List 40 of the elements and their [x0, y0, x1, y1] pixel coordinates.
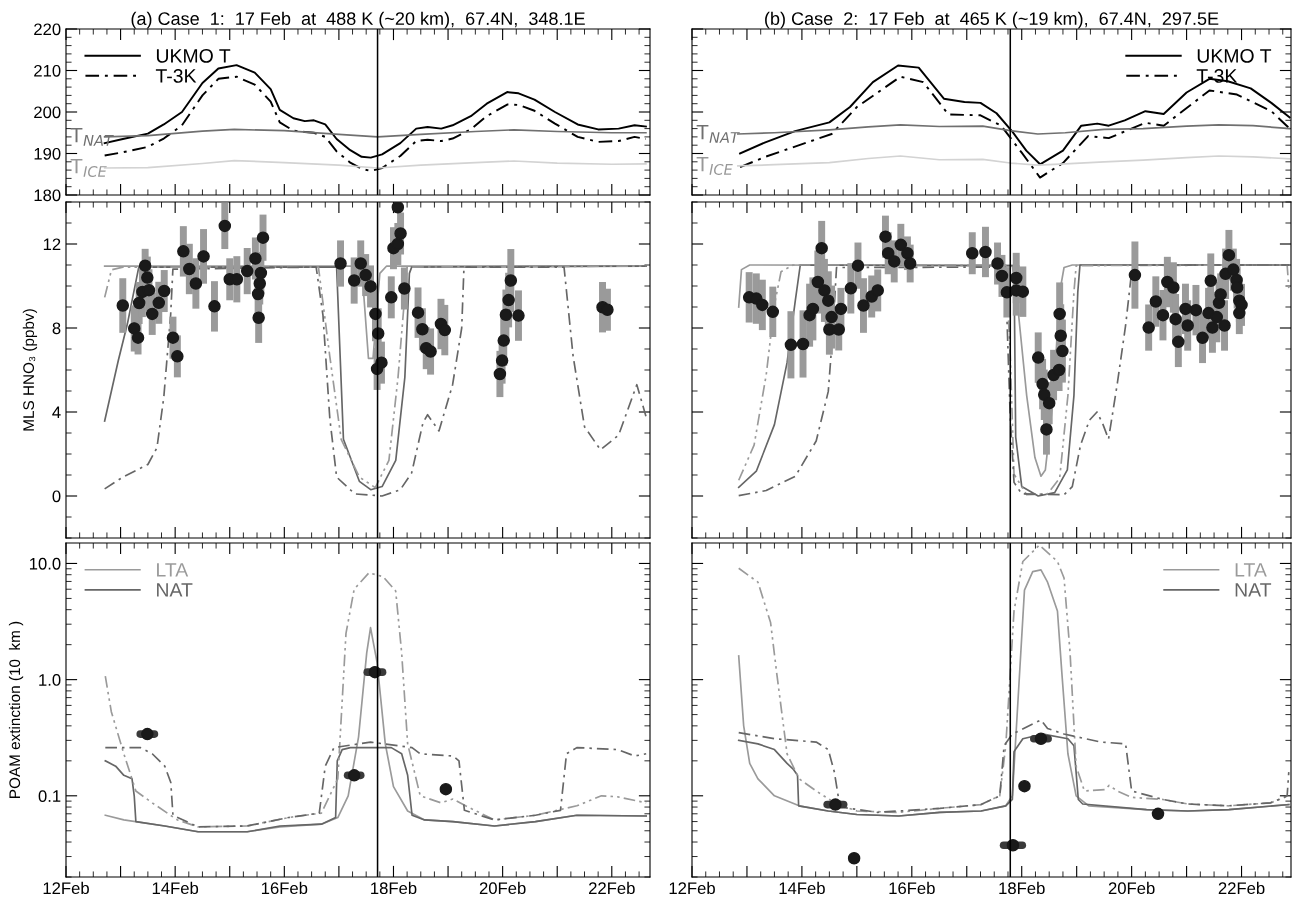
- legend-label: T-3K: [1196, 69, 1238, 83]
- x-tick-label: 20Feb: [1108, 881, 1155, 895]
- legend-label: NAT: [157, 583, 193, 597]
- legend-label: T-3K: [155, 69, 197, 83]
- x-tick-label: 18Feb: [999, 881, 1045, 895]
- y-tick-label: 4: [52, 406, 61, 419]
- legend-label: NAT: [1235, 583, 1272, 597]
- y-tick-label: 0.1: [38, 790, 61, 802]
- chart-title: (b) Case 2: 17 Feb at 465 K (~19 km), 67.4N, 297.5E: [765, 11, 1219, 29]
- legend-label: LTA: [157, 563, 189, 577]
- x-tick-label: 22Feb: [589, 881, 635, 895]
- x-tick-label: 12Feb: [43, 881, 89, 895]
- x-tick-label: 16Feb: [261, 881, 308, 895]
- y-tick-label: 1.0: [39, 674, 61, 686]
- y-tick-label: 190: [34, 147, 61, 160]
- y-tick-label: 8: [52, 322, 61, 335]
- y-axis-title: MLS HNO₃ (ppbv): [22, 309, 38, 431]
- x-tick-label: 12Feb: [669, 881, 715, 895]
- x-tick-label: 20Feb: [479, 881, 526, 895]
- y-tick-label: 210: [34, 64, 61, 77]
- annotation: T$_{ICE}$: [696, 156, 733, 175]
- y-tick-label: 220: [34, 23, 61, 36]
- x-tick-label: 16Feb: [889, 881, 935, 895]
- x-tick-label: 22Feb: [1218, 881, 1265, 895]
- annotation: T$_{ICE}$: [70, 159, 107, 177]
- y-tick-label: 10.0: [29, 557, 61, 570]
- x-tick-label: 14Feb: [779, 881, 825, 895]
- legend-label: UKMO T: [1197, 48, 1272, 63]
- annotation: T$_{NAT}$: [70, 127, 114, 146]
- y-axis-title: POAM extinction (10 km ): [8, 621, 24, 798]
- y-tick-label: 12: [43, 238, 61, 251]
- legend-label: UKMO T: [156, 48, 231, 63]
- x-tick-label: 18Feb: [371, 881, 417, 895]
- annotation: T$_{NAT}$: [696, 125, 740, 143]
- y-tick-label: 200: [34, 106, 61, 119]
- x-tick-label: 14Feb: [152, 881, 199, 895]
- y-tick-label: 180: [34, 189, 61, 202]
- legend-label: LTA: [1235, 563, 1267, 577]
- y-tick-label: 0: [52, 490, 61, 503]
- chart-title: (a) Case 1: 17 Feb at 488 K (~20 km), 67.4N, 348.1E: [131, 11, 585, 29]
